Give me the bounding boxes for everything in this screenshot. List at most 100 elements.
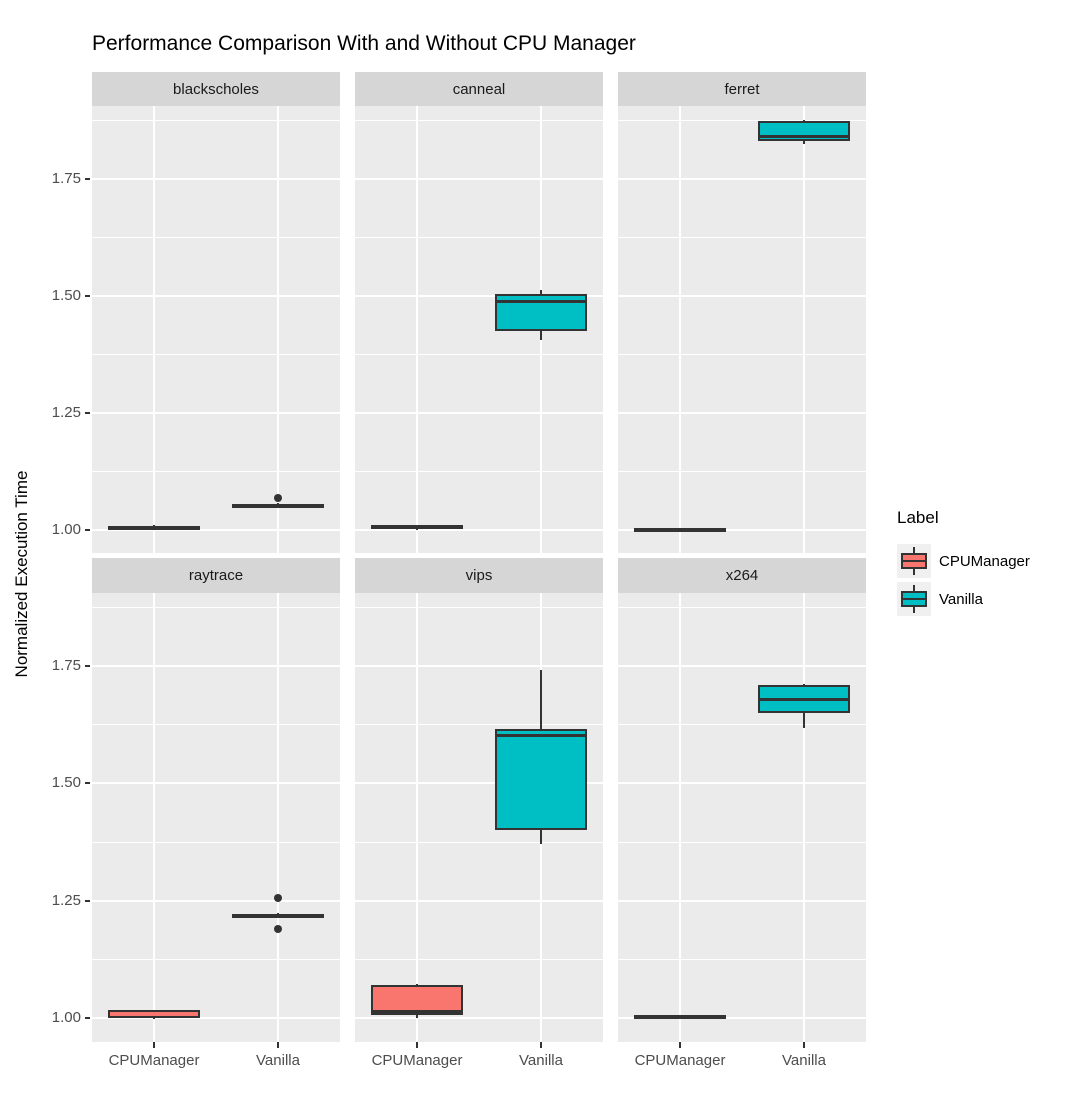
minor-gridline	[355, 724, 603, 726]
x-tick	[679, 1042, 681, 1048]
vertical-gridline	[803, 593, 805, 1042]
minor-gridline	[618, 236, 866, 238]
facet-strip-vips: vips	[355, 558, 603, 593]
upper-whisker	[540, 669, 542, 730]
vertical-gridline	[803, 106, 805, 553]
y-tick-label: 1.75	[51, 656, 81, 674]
facet-strip-raytrace: raytrace	[92, 558, 340, 593]
median-line	[758, 134, 850, 138]
x-tick-label: CPUManager	[634, 1052, 726, 1069]
minor-gridline	[618, 606, 866, 608]
y-axis-title: Normalized Execution Time	[12, 470, 31, 678]
minor-gridline	[92, 606, 340, 608]
y-tick	[85, 528, 90, 531]
major-gridline	[92, 411, 340, 414]
major-gridline	[355, 411, 603, 414]
vertical-gridline	[153, 106, 155, 553]
box-Vanilla	[495, 729, 587, 831]
vertical-gridline	[277, 593, 279, 1042]
upper-whisker	[803, 119, 805, 122]
outlier-dot	[274, 894, 282, 903]
minor-gridline	[355, 841, 603, 843]
major-gridline	[355, 899, 603, 902]
box-CPUManager	[108, 525, 200, 530]
x-tick	[153, 1042, 155, 1048]
facet-panel-x264	[618, 593, 866, 1042]
vertical-gridline	[416, 106, 418, 553]
x-tick-label: Vanilla	[256, 1052, 300, 1069]
y-tick	[85, 177, 90, 180]
legend-label-vanilla: Vanilla	[939, 590, 983, 608]
major-gridline	[618, 411, 866, 414]
minor-gridline	[92, 841, 340, 843]
vertical-gridline	[277, 106, 279, 553]
y-tick	[85, 664, 90, 667]
minor-gridline	[618, 119, 866, 121]
y-tick-label: 1.75	[51, 169, 81, 187]
major-gridline	[355, 528, 603, 531]
facet-panel-canneal	[355, 106, 603, 553]
y-tick	[85, 899, 90, 902]
facet-strip-ferret: ferret	[618, 72, 866, 106]
x-tick	[277, 1042, 279, 1048]
minor-gridline	[355, 119, 603, 121]
minor-gridline	[618, 724, 866, 726]
box-Vanilla	[232, 503, 324, 508]
major-gridline	[355, 177, 603, 180]
major-gridline	[618, 782, 866, 785]
lower-whisker	[540, 830, 542, 844]
legend-label-cpumanager: CPUManager	[939, 552, 1030, 570]
minor-gridline	[92, 353, 340, 355]
legend-entry-vanilla: Vanilla	[897, 582, 983, 616]
lower-whisker	[803, 141, 805, 144]
minor-gridline	[618, 353, 866, 355]
legend-median-glyph	[901, 598, 927, 600]
box-CPUManager	[634, 1015, 726, 1020]
x-tick-label: Vanilla	[519, 1052, 563, 1069]
box-Vanilla	[758, 121, 850, 142]
minor-gridline	[92, 724, 340, 726]
y-tick-label: 1.00	[51, 1009, 81, 1027]
median-line	[495, 300, 587, 304]
major-gridline	[618, 899, 866, 902]
major-gridline	[92, 528, 340, 531]
major-gridline	[355, 1017, 603, 1020]
lower-whisker	[803, 712, 805, 728]
y-tick-label: 1.50	[51, 286, 81, 304]
major-gridline	[92, 664, 340, 667]
minor-gridline	[355, 959, 603, 961]
x-tick-label: CPUManager	[108, 1052, 200, 1069]
y-tick	[85, 782, 90, 785]
y-tick-label: 1.00	[51, 520, 81, 538]
facet-panel-blackscholes	[92, 106, 340, 553]
upper-whisker	[540, 289, 542, 295]
median-line	[371, 1009, 463, 1013]
y-tick-label: 1.25	[51, 403, 81, 421]
major-gridline	[618, 664, 866, 667]
minor-gridline	[92, 119, 340, 121]
major-gridline	[92, 294, 340, 297]
major-gridline	[355, 294, 603, 297]
minor-gridline	[618, 470, 866, 472]
major-gridline	[92, 782, 340, 785]
minor-gridline	[618, 841, 866, 843]
facet-panel-vips	[355, 593, 603, 1042]
facet-strip-canneal: canneal	[355, 72, 603, 106]
y-tick	[85, 1017, 90, 1020]
median-line	[495, 733, 587, 737]
lower-whisker	[153, 1018, 155, 1020]
facet-panel-ferret	[618, 106, 866, 553]
legend-entry-cpumanager: CPUManager	[897, 544, 1030, 578]
vertical-gridline	[416, 593, 418, 1042]
y-tick-label: 1.50	[51, 774, 81, 792]
minor-gridline	[92, 236, 340, 238]
major-gridline	[618, 177, 866, 180]
minor-gridline	[355, 236, 603, 238]
major-gridline	[92, 1017, 340, 1020]
minor-gridline	[355, 470, 603, 472]
box-CPUManager	[634, 528, 726, 533]
major-gridline	[618, 294, 866, 297]
legend-title: Label	[897, 508, 939, 527]
chart-title: Performance Comparison With and Without …	[92, 32, 636, 55]
